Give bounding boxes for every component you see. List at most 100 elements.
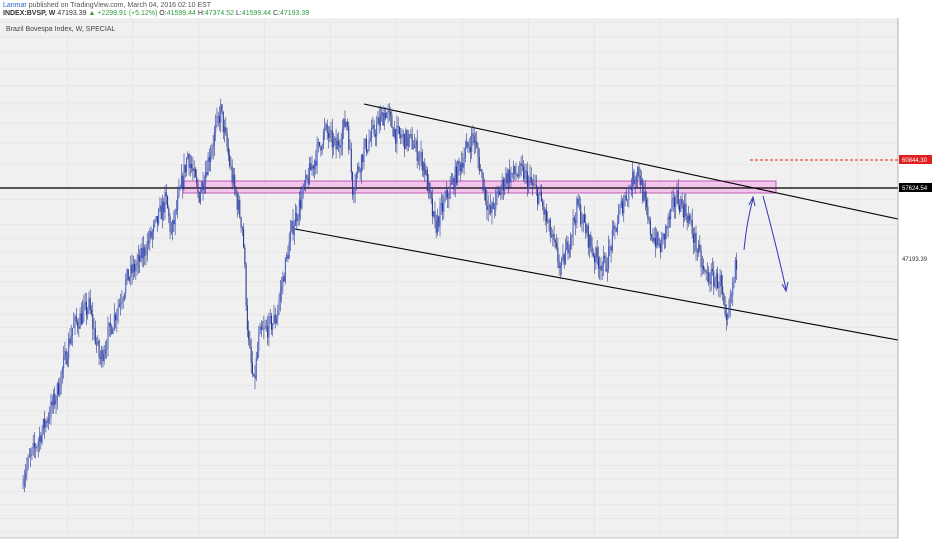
candle-body [450,182,452,185]
up-arrow-path[interactable] [743,198,754,251]
candle-body [379,115,381,126]
low-value: 41599.44 [241,10,272,17]
candle-body [480,169,482,172]
candle-body [355,173,357,186]
candle-body [705,271,707,273]
candle-body [126,269,128,281]
candle-body [178,188,180,197]
candle-body [501,179,503,189]
candle-body [545,209,548,222]
candle-body [210,155,212,163]
candle-body [521,165,523,167]
candle-body [288,241,290,259]
candle-body [687,215,689,223]
candle-body [340,144,342,148]
target-price-label: 60844.30 [902,158,928,164]
author-link[interactable]: Lanmar [3,2,27,9]
candle-body [548,219,550,222]
candle-body [580,204,582,225]
resistance-zone[interactable] [182,180,777,194]
candle-body [329,130,331,138]
candle-body [324,127,326,132]
candle-body [182,175,184,188]
candle-body [362,154,364,163]
candle-body [33,442,36,448]
down-arrow-path[interactable] [762,195,787,290]
candle-body [364,138,366,147]
candle-body [415,140,417,146]
chart-background [0,18,898,538]
candle-body [279,290,281,301]
candle-body [221,104,223,112]
candle-body [144,247,146,256]
candle-body [296,213,298,222]
candle-body [635,177,637,181]
candle-body [160,205,162,220]
candle-body [106,348,108,350]
candle-body [410,134,412,136]
candle-body [505,173,507,185]
candle-body [202,181,204,191]
candle-body [341,129,343,145]
candle-body [82,310,84,325]
candle-body [397,125,399,128]
candle-body [273,314,275,324]
candle-body [409,134,411,138]
candle-body [732,282,734,295]
candle-body [376,124,378,137]
candle-body [322,131,324,147]
candle-body [64,351,66,357]
candle-body [571,234,573,238]
candle-body [725,314,727,320]
candle-body [438,216,440,227]
candle-body [691,220,693,234]
candle-body [211,149,213,156]
candle-body [610,246,612,251]
candle-body [383,112,385,126]
candle-body [358,166,360,171]
candle-body [104,349,106,354]
candle-body [229,155,231,166]
candle-body [317,141,319,145]
candle-body [60,372,62,390]
candle-body [278,300,280,310]
candle-body [391,115,393,128]
candle-body [676,190,678,203]
high-value: 47374.52 [204,10,235,17]
candle-body [149,231,151,243]
candle-body [619,205,621,213]
candle-body [478,157,480,172]
candle-body [240,217,242,228]
candle-body [306,175,308,178]
candle-body [93,328,95,330]
candle-body [601,265,603,271]
candle-body [724,304,726,315]
channel-upper-line[interactable] [363,103,899,220]
candle-body [661,236,663,253]
candle-body [576,198,578,224]
candle-body [184,164,186,173]
candle-body [127,269,129,281]
candle-body [175,209,177,211]
candle-body [269,315,271,317]
candle-body [40,435,42,443]
candle-body [632,171,634,191]
candle-body [374,134,376,137]
candle-body [87,309,89,315]
candle-body [629,186,631,188]
candle-body [245,264,247,306]
candle-body [417,158,420,161]
candle-body [336,140,338,150]
channel-lower-line[interactable] [294,228,899,341]
candle-body [582,214,584,224]
candle-body [554,240,556,243]
candle-body [382,112,384,126]
candle-body [108,322,110,328]
resistance-price-label: 57624.54 [902,186,928,192]
candle-body [487,205,489,210]
candle-body [606,268,608,272]
candle-body [41,430,43,443]
candle-body [694,232,696,243]
candle-body [354,185,356,193]
